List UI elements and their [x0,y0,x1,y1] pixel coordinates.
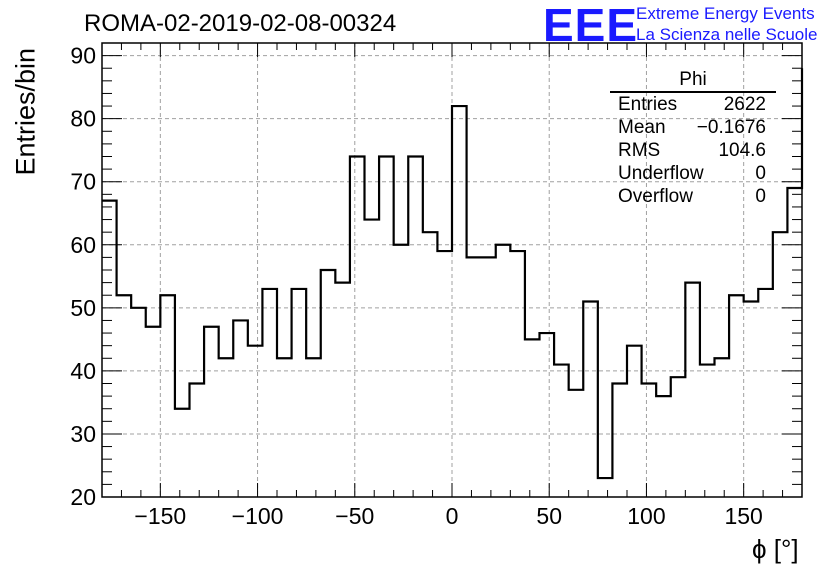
y-tick-label: 20 [70,484,96,510]
logo-line-1: Extreme Energy Events [636,4,815,23]
tick-labels: −150 −100 −50 0 50 100 150 20 30 40 50 60 70 80 90 [70,43,762,529]
y-tick-label: 70 [70,169,96,195]
chart-title: ROMA-02-2019-02-08-00324 [84,10,397,37]
x-tick-label: 0 [446,503,459,529]
y-tick-label: 60 [70,232,96,258]
y-tick-label: 30 [70,421,96,447]
x-tick-label: 150 [724,503,762,529]
stats-row-underflow: Underflow 0 [610,162,776,185]
stats-row-overflow: Overflow 0 [610,185,776,208]
stats-box: Phi Entries 2622 Mean −0.1676 RMS 104.6 … [610,70,776,208]
stats-label: Entries [618,94,678,115]
stats-value: −0.1676 [696,117,766,138]
eee-logo: EEE [543,0,639,51]
x-tick-label: −50 [335,503,374,529]
x-axis-label: ϕ [°] [752,534,799,564]
stats-row-rms: RMS 104.6 [610,139,776,162]
stats-label: Overflow [618,186,693,207]
logo-line-2: La Scienza nelle Scuole [636,25,818,44]
y-tick-label: 40 [70,358,96,384]
stats-value: 0 [755,163,766,184]
stats-row-mean: Mean −0.1676 [610,116,776,139]
stats-row-entries: Entries 2622 [610,93,776,116]
y-axis-label: Entries/bin [10,47,41,176]
histogram-step-line [102,68,804,480]
y-tick-label: 90 [70,43,96,69]
stats-value: 104.6 [718,140,766,161]
stats-title: Phi [610,70,776,93]
x-tick-label: 50 [536,503,562,529]
stats-value: 0 [755,186,766,207]
stats-value: 2622 [723,94,766,115]
axis-ticks [102,42,802,498]
x-tick-label: −150 [134,503,186,529]
stats-label: Underflow [618,163,704,184]
x-tick-label: −100 [232,503,284,529]
stats-label: RMS [618,140,661,161]
x-tick-label: 100 [627,503,665,529]
y-tick-label: 50 [70,295,96,321]
stats-label: Mean [618,117,666,138]
y-tick-label: 80 [70,106,96,132]
